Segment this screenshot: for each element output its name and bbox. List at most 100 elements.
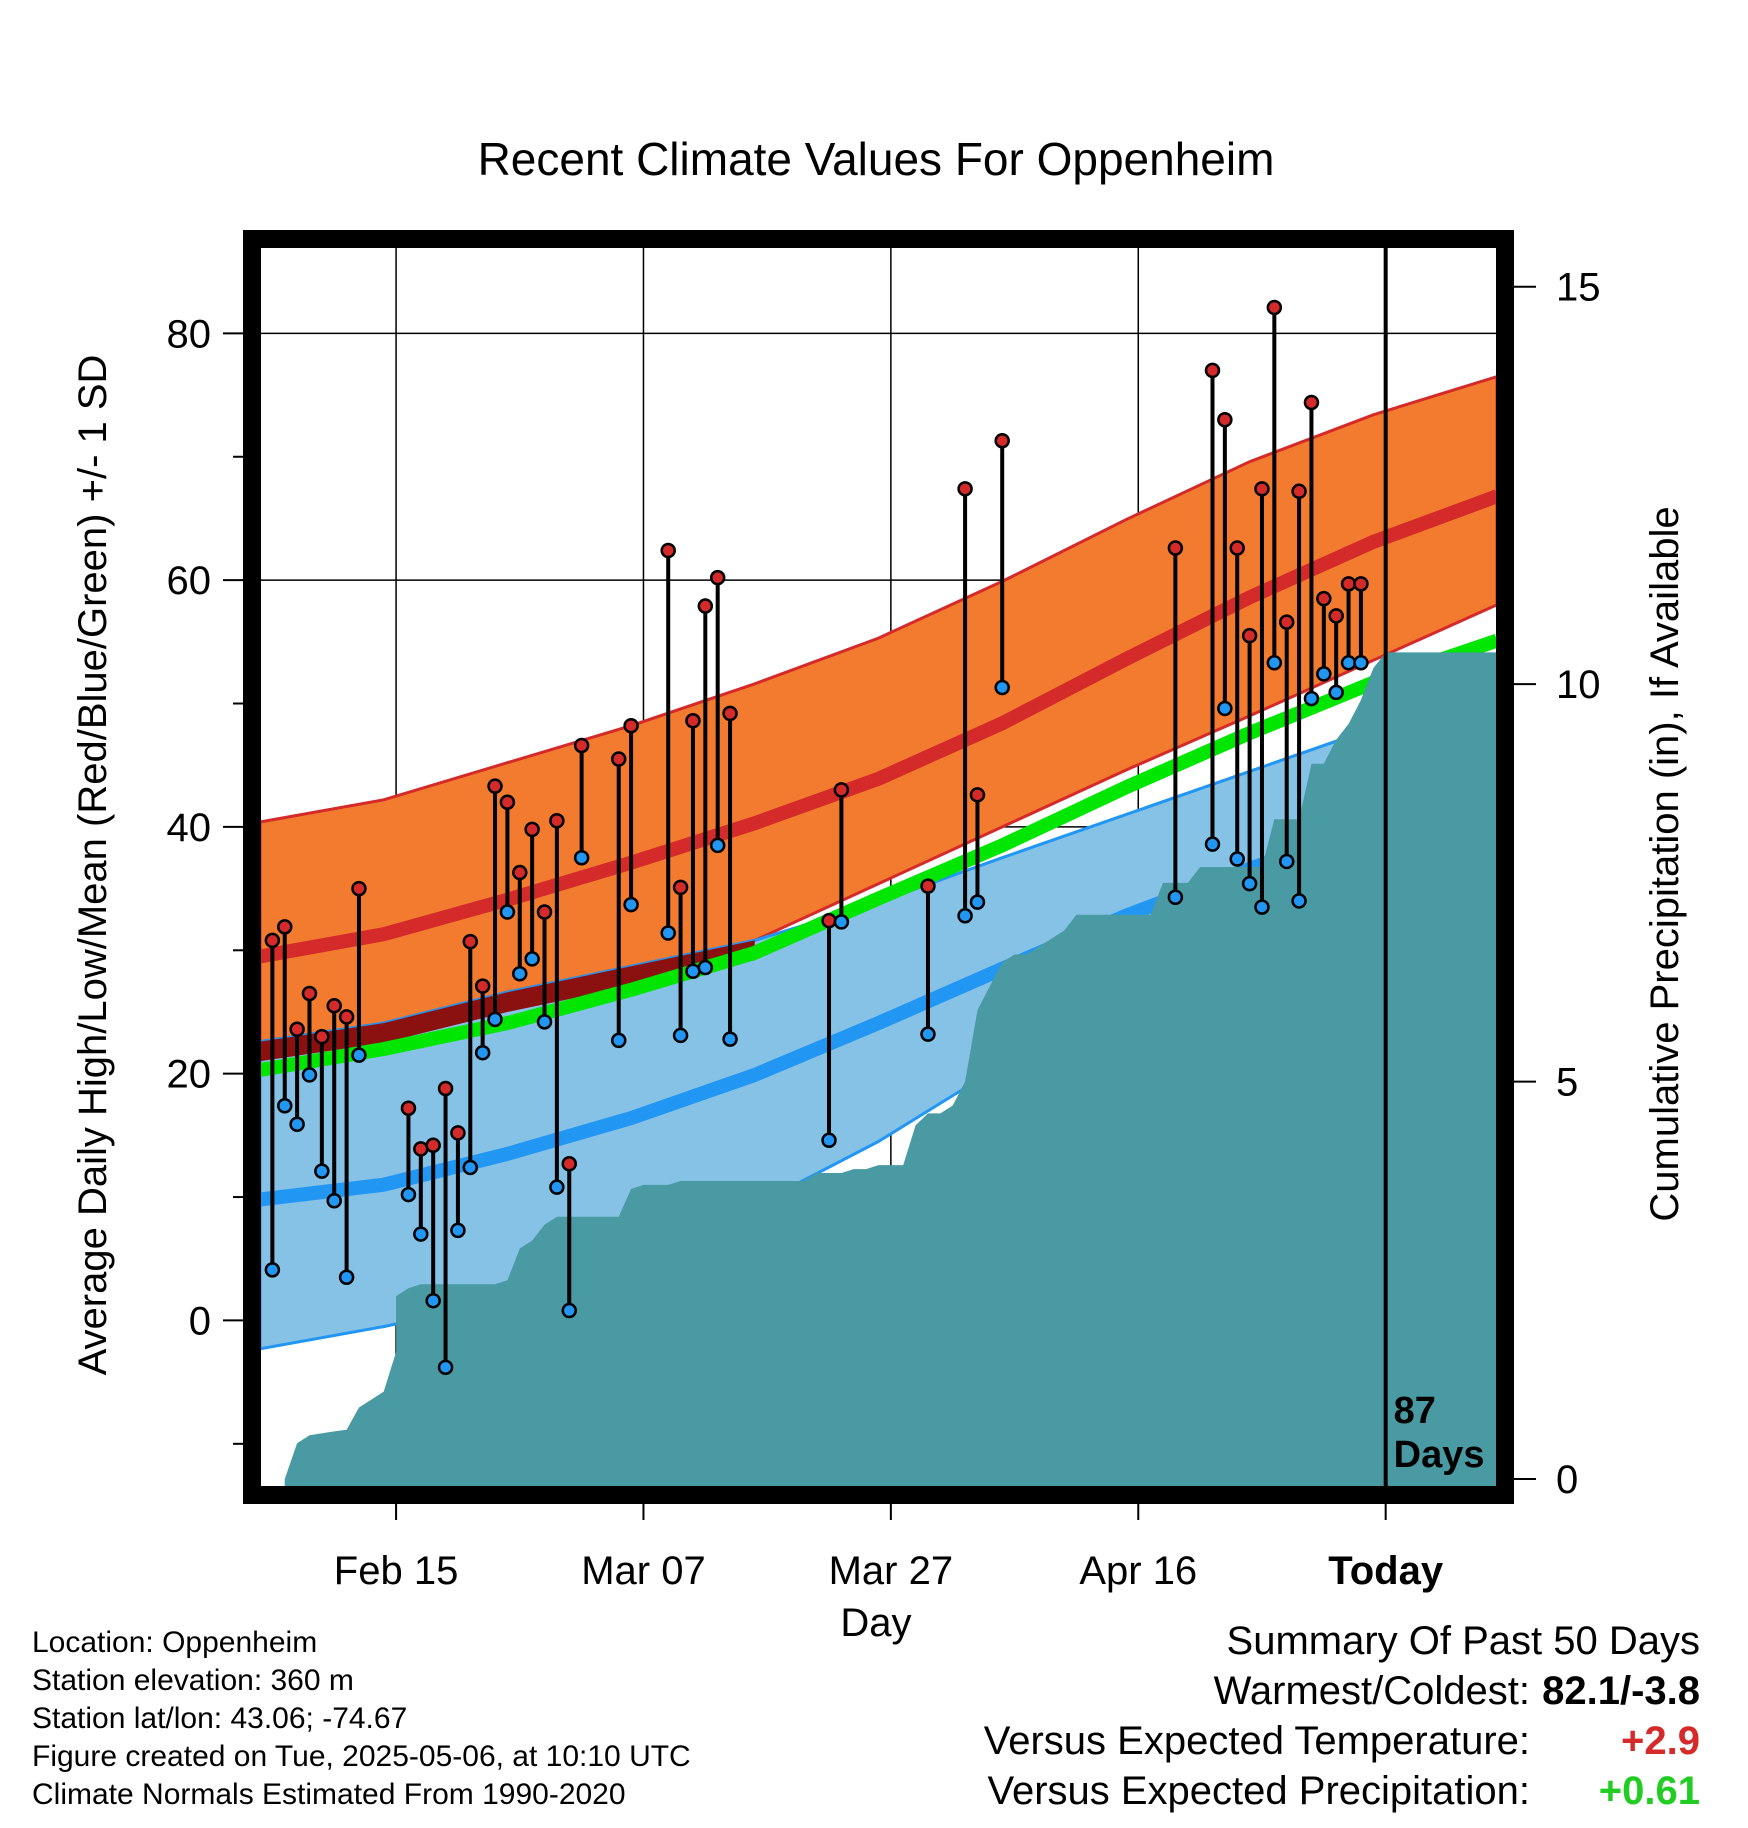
daily-high-point — [326, 998, 342, 1014]
daily-high-point — [549, 812, 565, 829]
y-tick-label: 20 — [167, 1053, 212, 1097]
daily-high-point — [1217, 411, 1233, 428]
daily-low-point — [1241, 875, 1258, 892]
daily-low-point — [561, 1302, 577, 1319]
summary-row: Versus Expected Precipitation: +0.61 — [984, 1766, 1700, 1816]
y-tick-label: 40 — [167, 806, 212, 850]
daily-high-point — [1266, 299, 1283, 316]
daily-low-point — [722, 1031, 738, 1047]
daily-low-point — [1328, 684, 1344, 701]
daily-low-point — [1266, 655, 1283, 671]
daily-low-point — [1303, 690, 1320, 707]
daily-low-point — [1340, 655, 1357, 671]
x-tick-label: Apr 16 — [1079, 1549, 1197, 1593]
daily-low-point — [1316, 666, 1332, 682]
y-tick-label: 60 — [167, 559, 212, 603]
daily-high-point — [1278, 614, 1295, 630]
daily-high-point — [1328, 608, 1344, 624]
summary-row: Warmest/Coldest: 82.1/-3.8 — [984, 1666, 1700, 1716]
summary-label: Versus Expected Precipitation: — [987, 1769, 1530, 1813]
info-line: Location: Oppenheim — [32, 1626, 318, 1659]
summary-value: +2.9 — [1621, 1719, 1700, 1763]
mean-normal-line — [258, 633, 1500, 1077]
daily-high-point — [1303, 394, 1320, 411]
daily-low-point — [326, 1193, 342, 1209]
daily-high-point — [536, 904, 553, 920]
daily-high-point — [573, 737, 590, 754]
y-tick-label: 80 — [167, 312, 212, 356]
daily-low-point — [623, 896, 639, 913]
daily-low-point — [709, 837, 726, 854]
daily-high-point — [660, 542, 676, 559]
y-axis-label: Average Daily High/Low/Mean (Red/Blue/Gr… — [71, 355, 115, 1376]
daily-low-point — [672, 1027, 689, 1044]
daily-low-point — [1217, 700, 1233, 717]
daily-low-point — [536, 1014, 553, 1030]
daily-high-point — [301, 985, 318, 1002]
daily-high-point — [462, 933, 479, 950]
daily-high-point — [400, 1100, 417, 1116]
daily-high-point — [1167, 540, 1184, 556]
daily-low-point — [549, 1179, 565, 1195]
daily-low-point — [474, 1044, 491, 1061]
axes: 0 20 40 60 80 0 5 10 15 Feb 15 Mar 07 Mar 27 Apr 16 T… — [167, 266, 1601, 1593]
x-tick-label: Mar 27 — [829, 1549, 954, 1593]
summary-row: Versus Expected Temperature: +2.9 — [984, 1716, 1700, 1766]
daily-low-point — [969, 894, 986, 910]
daily-low-point — [487, 1011, 503, 1028]
daily-high-point — [474, 978, 491, 994]
summary-panel: Summary Of Past 50 Days Warmest/Coldest:… — [984, 1616, 1700, 1816]
daily-low-point — [264, 1262, 281, 1278]
daily-low-point — [920, 1026, 936, 1042]
daily-observations — [264, 299, 1369, 1376]
summary-value: 82.1/-3.8 — [1542, 1669, 1700, 1713]
daily-high-point — [685, 713, 701, 729]
daily-high-point — [920, 878, 936, 894]
daily-high-point — [1229, 540, 1245, 556]
daily-high-point — [314, 1028, 330, 1045]
daily-low-point — [821, 1132, 837, 1149]
daily-high-point — [969, 787, 986, 803]
station-info: Location: Oppenheim Station elevation: 36… — [32, 1624, 691, 1814]
daily-low-point — [462, 1159, 479, 1176]
daily-low-point — [1204, 836, 1221, 852]
daily-high-point — [561, 1155, 577, 1172]
daily-low-point — [437, 1359, 454, 1376]
daily-low-point — [289, 1116, 305, 1133]
daily-high-point — [1340, 576, 1357, 592]
daily-low-point — [685, 963, 701, 980]
daily-low-point — [660, 925, 676, 941]
cumulative-precipitation-area — [284, 652, 1498, 1487]
period-days-word: Days — [1394, 1434, 1485, 1476]
daily-high-point — [437, 1080, 454, 1097]
overlap-band — [260, 940, 755, 1062]
daily-high-point — [1316, 590, 1332, 607]
y2-axis-label: Cumulative Precipitation (in), If Availa… — [1643, 506, 1687, 1221]
daily-high-point — [994, 432, 1010, 449]
precipitation-area — [284, 652, 1498, 1487]
today-marker: 87 Days — [1383, 247, 1485, 1487]
daily-high-point — [672, 879, 689, 896]
info-line: Station lat/lon: 43.06; -74.67 — [32, 1702, 408, 1735]
summary-label: Warmest/Coldest: — [1213, 1669, 1530, 1713]
daily-low-point — [1254, 899, 1270, 915]
info-line: Climate Normals Estimated From 1990-2020 — [32, 1778, 626, 1811]
daily-low-point — [994, 679, 1010, 696]
daily-high-point — [623, 717, 639, 734]
summary-value: +0.61 — [1598, 1769, 1700, 1813]
y-tick-label: 0 — [189, 1299, 211, 1343]
high-normal-mean-line — [258, 489, 1500, 964]
daily-low-point — [833, 914, 850, 930]
x-tick-label: Mar 07 — [581, 1549, 706, 1593]
daily-high-point — [957, 481, 973, 497]
daily-high-point — [833, 782, 850, 798]
daily-high-point — [524, 821, 540, 838]
daily-high-point — [1353, 576, 1369, 592]
daily-low-point — [1291, 893, 1307, 909]
daily-high-point — [413, 1141, 429, 1157]
daily-low-point — [573, 849, 590, 866]
daily-high-point — [697, 598, 714, 614]
daily-low-point — [351, 1047, 367, 1063]
summary-heading: Summary Of Past 50 Days — [1226, 1619, 1700, 1663]
daily-low-point — [413, 1226, 429, 1242]
